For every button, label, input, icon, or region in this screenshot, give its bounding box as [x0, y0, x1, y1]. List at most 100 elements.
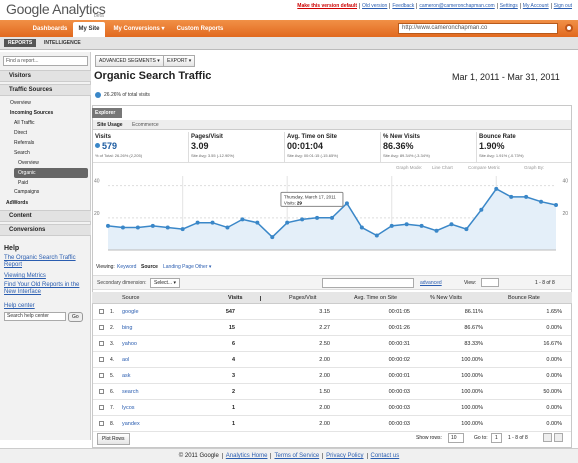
cell-link[interactable]: bing: [122, 325, 133, 331]
share-icon: [95, 92, 101, 98]
pager-next[interactable]: [554, 433, 563, 442]
top-link[interactable]: Make this version default: [297, 3, 358, 9]
account-select[interactable]: [398, 23, 558, 34]
plot-rows[interactable]: Plot Rows: [97, 433, 130, 445]
top-link[interactable]: Feedback: [389, 3, 416, 9]
row-checkbox[interactable]: [99, 405, 104, 410]
column-header[interactable]: Visits: [228, 295, 243, 301]
row-checkbox[interactable]: [99, 373, 104, 378]
nav-tab[interactable]: Dashboards: [32, 26, 68, 32]
cell: 2.50: [319, 341, 330, 347]
nav-item[interactable]: Search: [14, 150, 30, 156]
cell-link[interactable]: yandex: [122, 421, 140, 427]
table-search[interactable]: [322, 278, 414, 288]
nav-item[interactable]: Traffic Sources: [9, 87, 53, 93]
nav-item[interactable]: Visitors: [9, 73, 31, 79]
row-checkbox[interactable]: [99, 309, 104, 314]
column-header[interactable]: Bounce Rate: [508, 295, 540, 301]
explorer-tab[interactable]: Explorer: [95, 110, 116, 116]
cell: 2.00: [319, 357, 330, 363]
graph-control[interactable]: Compare Metric: [468, 165, 501, 170]
nav-item[interactable]: Organic: [18, 170, 36, 176]
help-search-box[interactable]: [4, 312, 66, 321]
cell: 3.15: [319, 309, 330, 315]
help-link[interactable]: Viewing Metrics: [4, 273, 46, 279]
row-checkbox[interactable]: [99, 357, 104, 362]
cell-link[interactable]: lycos: [122, 405, 135, 411]
view-select[interactable]: [481, 278, 499, 287]
show-rows-select[interactable]: 10: [448, 433, 464, 443]
footer-item[interactable]: Privacy Policy: [322, 453, 366, 459]
point: [225, 225, 230, 230]
help-center[interactable]: Help center: [4, 303, 35, 309]
help-link[interactable]: The Organic Search Traffic Report: [4, 255, 76, 268]
nav-item[interactable]: Campaigns: [14, 189, 40, 195]
report-search-box[interactable]: [3, 56, 88, 66]
graph-control[interactable]: Line Chart: [432, 165, 453, 170]
nav-item[interactable]: All Traffic: [14, 120, 35, 126]
nav-tab[interactable]: My Site: [73, 22, 105, 37]
cell-link[interactable]: search: [122, 389, 139, 395]
viewing-option[interactable]: Keyword: [117, 264, 137, 270]
pager-prev[interactable]: [543, 433, 552, 442]
row-checkbox[interactable]: [99, 421, 104, 426]
nav-item[interactable]: AdWords: [6, 200, 29, 206]
row-checkbox[interactable]: [99, 389, 104, 394]
column-header[interactable]: % New Visits: [430, 295, 462, 301]
share: 26.26% of total visits: [104, 92, 150, 98]
viewing-option[interactable]: Source: [141, 264, 158, 270]
cell: 100.00%: [461, 421, 483, 427]
top-link[interactable]: Old version: [359, 3, 389, 9]
date-range[interactable]: Mar 1, 2011 - Mar 31, 2011: [452, 72, 560, 82]
top-link[interactable]: My Account: [519, 3, 551, 9]
graph-control[interactable]: Graph By:: [524, 165, 545, 170]
help-link[interactable]: Find Your Old Reports in the New Interfa…: [4, 282, 80, 295]
row-checkbox[interactable]: [99, 325, 104, 330]
top-link[interactable]: Sign out: [550, 3, 574, 9]
top-link[interactable]: cameron@cameronchapman.com: [416, 3, 496, 9]
toolbar-button[interactable]: EXPORT ▾: [163, 55, 196, 67]
nav-item[interactable]: Paid: [18, 180, 29, 186]
top-link[interactable]: Settings: [496, 3, 520, 9]
nav-item[interactable]: Overview: [18, 160, 39, 166]
advanced-link[interactable]: advanced: [420, 280, 442, 286]
viewing-option[interactable]: Other ▾: [195, 264, 212, 270]
cell-link[interactable]: ask: [122, 373, 131, 379]
row-checkbox[interactable]: [99, 341, 104, 346]
footer-item[interactable]: Contact us: [366, 453, 403, 459]
point: [539, 199, 544, 204]
nav-item[interactable]: Referrals: [14, 140, 35, 146]
cell-link[interactable]: google: [122, 309, 139, 315]
sub-tab[interactable]: Site Usage: [97, 122, 123, 128]
sub-tab[interactable]: REPORTS: [4, 39, 37, 47]
sub-tab[interactable]: Ecommerce: [132, 122, 159, 128]
nav-item[interactable]: Incoming Sources: [10, 110, 54, 116]
nav-section-bg: [0, 210, 91, 222]
nav-item[interactable]: Content: [9, 213, 32, 219]
metric-name: % New Visits: [383, 134, 420, 140]
column-header[interactable]: Avg. Time on Site: [354, 295, 398, 301]
nav-tab[interactable]: Custom Reports: [176, 26, 224, 32]
cell-link[interactable]: aol: [122, 357, 130, 363]
point: [165, 225, 170, 230]
sub-tab[interactable]: INTELLIGENCE: [44, 40, 81, 46]
goto-input[interactable]: 1: [491, 433, 502, 443]
nav-tab[interactable]: My Conversions ▾: [113, 26, 165, 32]
help-go[interactable]: Go: [68, 312, 83, 322]
footer-item[interactable]: Terms of Service: [270, 453, 322, 459]
pager-range: 1 - 8 of 8: [508, 435, 528, 441]
nav-item[interactable]: Direct: [14, 130, 28, 136]
cell-link[interactable]: yahoo: [122, 341, 137, 347]
nav-item[interactable]: Conversions: [9, 227, 46, 233]
point: [150, 223, 155, 228]
settings-gear[interactable]: [565, 24, 573, 32]
secondary-select[interactable]: Select... ▾: [150, 278, 180, 288]
footer-item[interactable]: Analytics Home: [221, 453, 271, 459]
column-header[interactable]: Source: [122, 295, 140, 301]
nav-item[interactable]: Overview: [10, 100, 31, 106]
toolbar-button[interactable]: ADVANCED SEGMENTS ▾: [95, 55, 164, 67]
viewing-option[interactable]: Landing Page: [163, 264, 194, 270]
cell: 2.27: [319, 325, 330, 331]
column-header[interactable]: Pages/Visit: [289, 295, 317, 301]
row-number: 1.: [110, 309, 115, 315]
